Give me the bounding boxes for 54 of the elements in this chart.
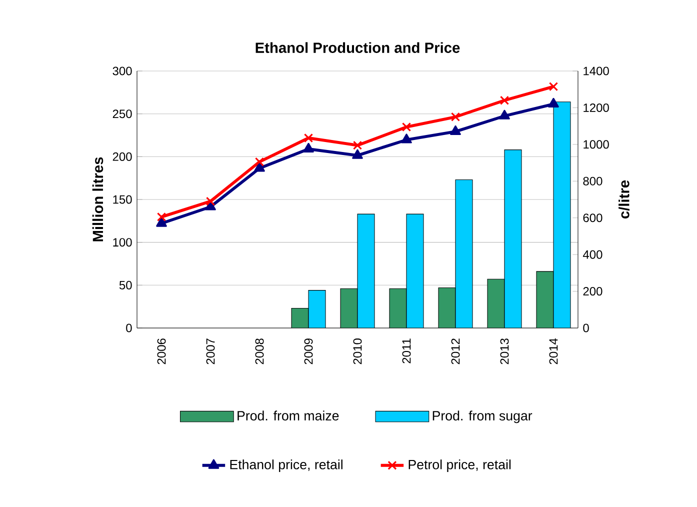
x-tick-label: 2011 xyxy=(402,338,411,364)
point xyxy=(402,122,412,132)
point xyxy=(206,196,216,206)
bar xyxy=(308,290,326,328)
y-tick-label: 300 xyxy=(112,66,132,76)
y-tick-label: 50 xyxy=(119,280,132,290)
y-tick-label: 150 xyxy=(113,195,132,204)
y2-tick-label: 400 xyxy=(582,250,602,259)
x-tick-label: 2007 xyxy=(206,338,215,364)
y-axis-title: Million litres xyxy=(92,157,104,242)
point xyxy=(352,140,362,150)
point xyxy=(304,133,314,143)
legend-label: Petrol price, retail xyxy=(408,460,511,472)
x-tick-label: 2009 xyxy=(304,338,313,364)
y-tick-label: 100 xyxy=(113,238,132,247)
legend-label: Prod. from sugar xyxy=(432,410,532,424)
bar xyxy=(357,214,374,328)
x-tick-label: 2014 xyxy=(549,338,558,364)
y2-tick-label: 0 xyxy=(583,324,589,332)
y-tick-label: 200 xyxy=(112,152,132,161)
point xyxy=(548,98,559,108)
point xyxy=(254,162,265,172)
chart-title: Ethanol Production and Price xyxy=(256,42,460,53)
bar xyxy=(553,102,571,328)
point xyxy=(401,134,412,144)
x-tick-label: 2008 xyxy=(255,338,264,364)
point xyxy=(500,96,510,105)
point xyxy=(352,149,363,159)
bar xyxy=(504,150,522,328)
point xyxy=(156,217,167,227)
point xyxy=(450,125,461,136)
y2-tick-label: 1000 xyxy=(584,140,609,149)
y2-axis-title: c/litre xyxy=(618,180,630,218)
legend-label: Prod. from maize xyxy=(238,410,339,420)
y-tick-label: 0 xyxy=(126,324,132,332)
bar xyxy=(455,180,472,328)
x-tick-label: 2006 xyxy=(157,338,166,364)
point xyxy=(303,142,314,152)
x-tick-label: 2013 xyxy=(500,338,509,364)
x-tick-label: 2010 xyxy=(353,338,362,364)
y-tick-label: 250 xyxy=(112,110,132,118)
y2-tick-label: 200 xyxy=(583,287,602,296)
y2-tick-label: 1400 xyxy=(584,66,609,76)
y2-tick-label: 800 xyxy=(583,176,602,186)
y2-tick-label: 600 xyxy=(583,214,602,222)
point xyxy=(450,112,460,122)
bar xyxy=(406,214,424,328)
point xyxy=(548,82,558,92)
y2-tick-label: 1200 xyxy=(584,103,609,112)
point xyxy=(254,157,264,166)
point xyxy=(499,110,510,120)
point xyxy=(156,212,166,222)
legend-label: Ethanol price, retail xyxy=(230,460,342,472)
x-tick-label: 2012 xyxy=(451,338,460,364)
